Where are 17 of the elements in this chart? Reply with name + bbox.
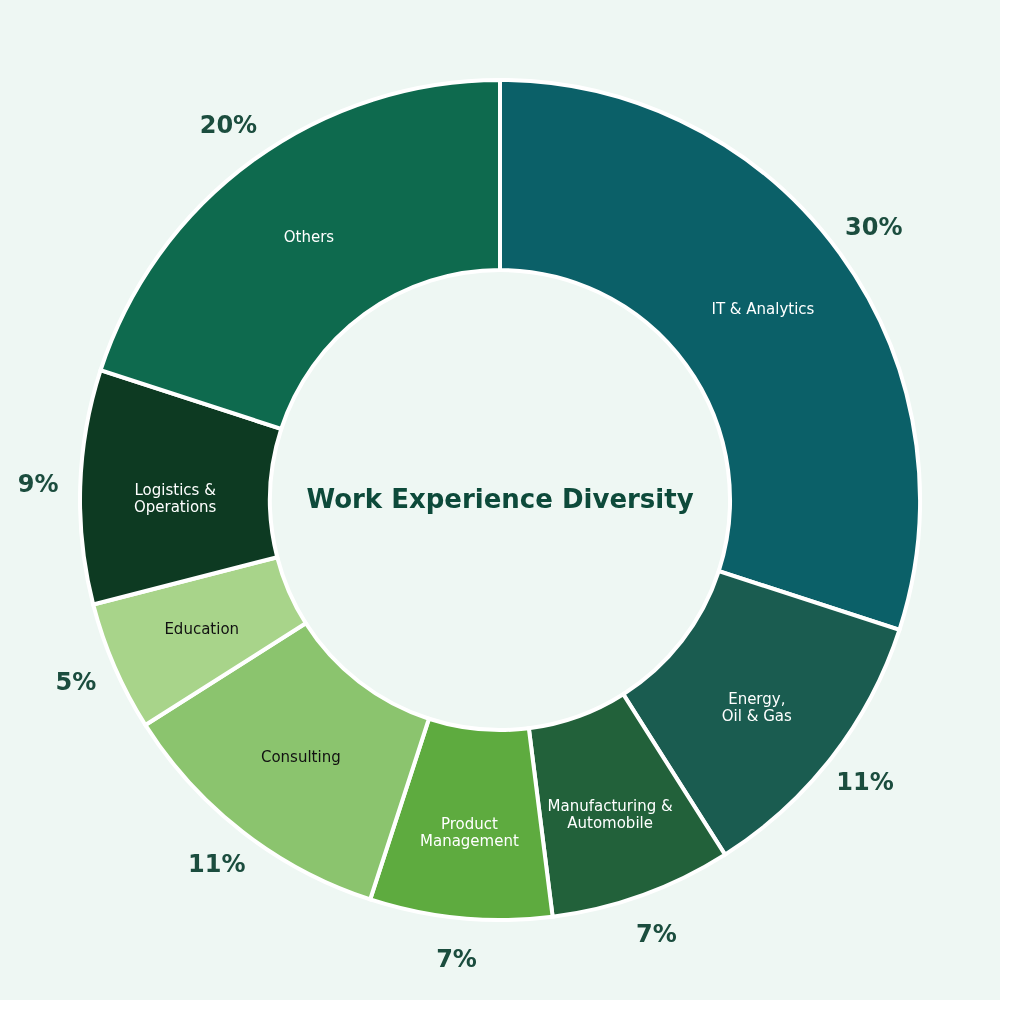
slice-label: Product Management (420, 814, 519, 850)
slice-label: Consulting (260, 747, 341, 766)
data-label: 5% (55, 668, 97, 697)
slice-label: Others (283, 228, 335, 247)
data-label: 20% (199, 111, 258, 140)
data-label: 9% (17, 470, 59, 499)
slice-label: Logistics & Operations (133, 480, 217, 516)
slice-label: Education (164, 620, 240, 639)
slice-label: Energy, Oil & Gas (721, 690, 792, 726)
data-label: 7% (436, 944, 477, 973)
data-label: 30% (845, 213, 903, 242)
slice-label: Manufacturing & Automobile (547, 796, 673, 832)
data-label: 11% (188, 850, 246, 879)
data-label: 11% (836, 768, 894, 797)
slice-label: IT & Analytics (711, 299, 815, 318)
data-label: 7% (636, 919, 677, 948)
text: Work Experience Diversity (306, 484, 694, 514)
